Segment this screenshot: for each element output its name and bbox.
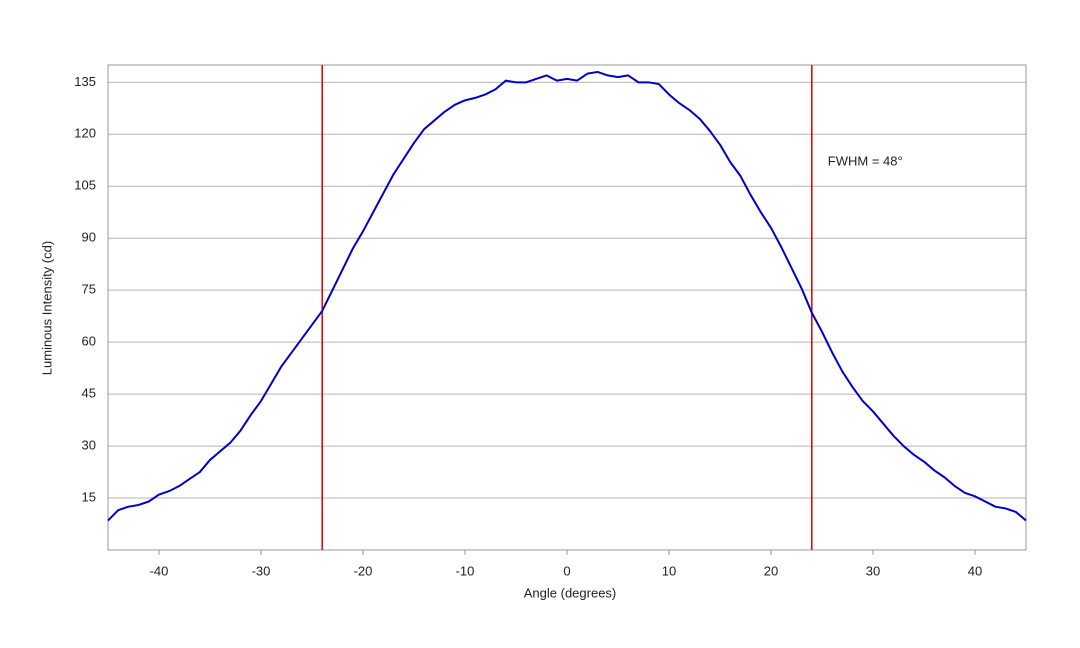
y-tick-label: 30 [82, 438, 96, 453]
x-tick-label: 40 [968, 563, 982, 578]
y-tick-label: 75 [82, 282, 96, 297]
x-tick-label: 0 [563, 563, 570, 578]
x-tick-label: 10 [662, 563, 676, 578]
y-tick-label: 15 [82, 489, 96, 504]
y-tick-label: 135 [74, 74, 96, 89]
y-tick-label: 45 [82, 386, 96, 401]
plot-frame [107, 64, 1027, 551]
x-tick-label: -20 [354, 563, 373, 578]
y-tick-label: 105 [74, 178, 96, 193]
y-tick-label: 60 [82, 334, 96, 349]
x-tick-label: 30 [866, 563, 880, 578]
y-tick-label: 120 [74, 126, 96, 141]
y-tick-label: 90 [82, 230, 96, 245]
x-tick-label: -40 [150, 563, 169, 578]
x-axis-label: Angle (degrees) [524, 585, 617, 600]
x-tick-label: -30 [252, 563, 271, 578]
annotation: FWHM = 48° [828, 153, 903, 168]
x-tick-label: 20 [764, 563, 778, 578]
y-axis-label: Luminous Intensity (cd) [39, 241, 54, 375]
data-line [107, 70, 1027, 522]
x-tick-label: -10 [456, 563, 475, 578]
